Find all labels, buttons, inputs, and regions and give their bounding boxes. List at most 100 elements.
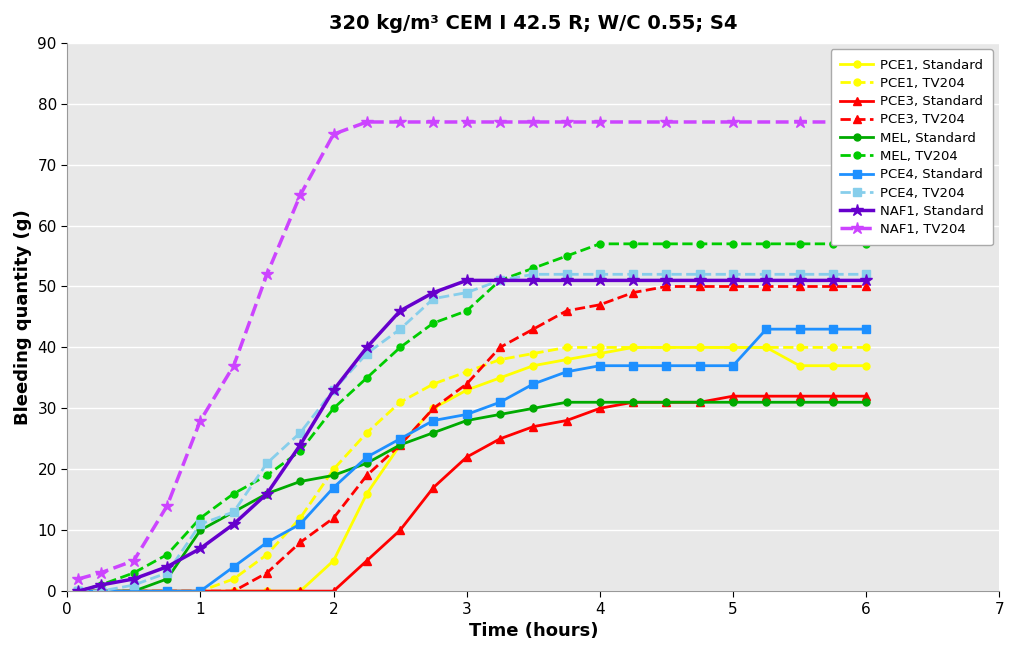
PCE3, Standard [627, 398, 639, 406]
NAF1, Standard [460, 277, 472, 284]
PCE3, TV204 [261, 569, 273, 577]
NAF1, TV204 [661, 118, 673, 126]
PCE4, TV204 [593, 270, 606, 278]
PCE1, Standard [127, 587, 139, 595]
PCE3, TV204 [394, 441, 406, 449]
PCE1, TV204 [727, 343, 739, 351]
NAF1, Standard [228, 520, 240, 528]
PCE3, TV204 [793, 283, 805, 290]
PCE1, Standard [161, 587, 173, 595]
PCE3, Standard [72, 587, 84, 595]
PCE1, TV204 [693, 343, 705, 351]
NAF1, TV204 [261, 270, 273, 278]
NAF1, TV204 [428, 118, 440, 126]
PCE4, Standard [693, 362, 705, 370]
PCE1, Standard [860, 362, 872, 370]
NAF1, TV204 [460, 118, 472, 126]
MEL, TV204 [72, 587, 84, 595]
PCE4, Standard [72, 587, 84, 595]
PCE4, TV204 [261, 459, 273, 467]
PCE1, Standard [261, 587, 273, 595]
PCE1, TV204 [294, 514, 306, 522]
Line: PCE1, Standard: PCE1, Standard [74, 344, 869, 594]
NAF1, TV204 [360, 118, 373, 126]
PCE1, TV204 [261, 551, 273, 559]
MEL, TV204 [760, 240, 773, 248]
PCE3, Standard [360, 557, 373, 564]
MEL, Standard [228, 508, 240, 516]
PCE3, TV204 [627, 288, 639, 296]
PCE4, Standard [793, 325, 805, 333]
NAF1, TV204 [527, 118, 540, 126]
MEL, TV204 [261, 472, 273, 479]
PCE1, Standard [72, 587, 84, 595]
PCE4, Standard [627, 362, 639, 370]
PCE4, Standard [561, 368, 573, 375]
PCE1, Standard [460, 386, 472, 394]
PCE3, TV204 [760, 283, 773, 290]
PCE1, TV204 [360, 429, 373, 437]
PCE3, TV204 [860, 283, 872, 290]
MEL, TV204 [360, 374, 373, 382]
PCE1, Standard [294, 587, 306, 595]
MEL, Standard [95, 587, 107, 595]
NAF1, TV204 [561, 118, 573, 126]
NAF1, TV204 [860, 118, 872, 126]
PCE4, Standard [860, 325, 872, 333]
PCE3, Standard [827, 392, 839, 400]
NAF1, Standard [161, 563, 173, 571]
PCE1, Standard [95, 587, 107, 595]
PCE1, TV204 [194, 587, 207, 595]
Line: NAF1, Standard: NAF1, Standard [72, 274, 872, 597]
PCE1, Standard [760, 343, 773, 351]
PCE3, Standard [561, 417, 573, 424]
PCE4, TV204 [394, 325, 406, 333]
PCE4, Standard [328, 484, 340, 492]
Line: PCE3, TV204: PCE3, TV204 [74, 283, 870, 595]
PCE4, TV204 [827, 270, 839, 278]
NAF1, Standard [727, 277, 739, 284]
PCE3, Standard [860, 392, 872, 400]
MEL, Standard [494, 411, 506, 419]
PCE3, Standard [328, 587, 340, 595]
PCE4, TV204 [328, 386, 340, 394]
PCE1, Standard [593, 350, 606, 358]
PCE4, TV204 [428, 295, 440, 303]
PCE4, TV204 [527, 270, 540, 278]
PCE1, Standard [228, 587, 240, 595]
Line: PCE4, TV204: PCE4, TV204 [74, 270, 870, 595]
PCE3, TV204 [827, 283, 839, 290]
MEL, Standard [527, 404, 540, 412]
MEL, TV204 [593, 240, 606, 248]
PCE4, Standard [360, 453, 373, 461]
MEL, Standard [593, 398, 606, 406]
PCE1, TV204 [394, 398, 406, 406]
PCE1, Standard [793, 362, 805, 370]
PCE3, TV204 [494, 343, 506, 351]
PCE4, Standard [161, 587, 173, 595]
NAF1, Standard [527, 277, 540, 284]
MEL, TV204 [127, 569, 139, 577]
PCE4, Standard [760, 325, 773, 333]
MEL, Standard [793, 398, 805, 406]
NAF1, Standard [693, 277, 705, 284]
MEL, Standard [460, 417, 472, 424]
NAF1, Standard [95, 581, 107, 589]
PCE4, TV204 [161, 569, 173, 577]
MEL, TV204 [228, 490, 240, 498]
MEL, TV204 [161, 551, 173, 559]
PCE4, TV204 [693, 270, 705, 278]
Line: PCE4, Standard: PCE4, Standard [74, 325, 870, 595]
PCE1, Standard [428, 404, 440, 412]
MEL, Standard [760, 398, 773, 406]
PCE4, Standard [261, 538, 273, 546]
PCE1, TV204 [561, 343, 573, 351]
PCE1, Standard [194, 587, 207, 595]
MEL, Standard [194, 526, 207, 534]
PCE1, TV204 [661, 343, 673, 351]
PCE3, TV204 [328, 514, 340, 522]
MEL, Standard [394, 441, 406, 449]
PCE1, Standard [328, 557, 340, 564]
PCE3, Standard [394, 526, 406, 534]
PCE1, Standard [661, 343, 673, 351]
